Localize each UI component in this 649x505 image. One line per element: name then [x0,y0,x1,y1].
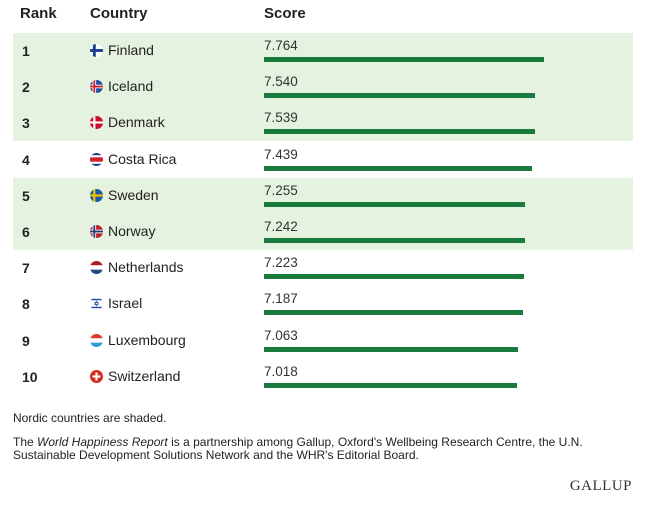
table-row: 7 Netherlands 7.223 [13,250,633,286]
score-label: 7.255 [264,182,298,198]
table-row: 5 Sweden 7.255 [13,177,633,214]
gallup-logo: GALLUP [569,478,632,494]
table-row: 4 Costa Rica 7.439 [13,142,633,178]
score-bar [264,129,536,135]
rank-label: 3 [22,115,30,132]
score-label: 7.540 [264,74,298,90]
table-row: 6 Norway 7.242 [13,213,633,250]
score-label: 7.242 [264,218,298,234]
score-bar [264,382,517,388]
table-row: 1 Finland 7.764 [13,33,633,69]
footnote: Nordic countries are shaded. [13,411,167,425]
rank-label: 5 [22,187,30,204]
luxembourg-flag-icon [90,333,103,347]
denmark-flag-icon [90,116,103,130]
report-title: World Happiness Report [37,435,168,449]
country-label: Norway [108,222,156,239]
rank-label: 9 [22,332,30,349]
switzerland-flag-icon [90,369,103,383]
iceland-flag-icon [90,80,103,94]
credit-note: The World Happiness Report is a partners… [13,436,613,462]
israel-flag-icon [90,297,103,311]
rank-label: 8 [22,296,30,313]
score-label: 7.439 [264,146,298,162]
table-row: 8 Israel 7.187 [13,286,633,322]
country-label: Netherlands [108,259,184,276]
table-row: 9 Luxembourg 7.063 [13,323,633,359]
score-bar [264,237,525,243]
finland-flag-icon [90,44,103,57]
country-header: Country [90,5,148,22]
country-label: Switzerland [108,367,181,384]
costa-rica-flag-icon [90,152,103,166]
score-label: 7.187 [264,291,298,307]
rank-label: 7 [22,260,30,277]
country-label: Sweden [108,186,159,203]
table-row: 10 Switzerland 7.018 [13,359,633,395]
score-bar [264,201,526,207]
rank-label: 4 [22,151,30,168]
score-bar [264,274,524,280]
score-label: 7.223 [264,255,298,271]
score-label: 7.063 [264,327,298,343]
score-label: 7.539 [264,110,298,126]
score-bar [264,57,544,62]
country-label: Finland [108,42,154,58]
country-label: Costa Rica [108,150,177,167]
country-label: Luxembourg [108,331,186,348]
score-label: 7.764 [264,38,298,53]
score-bar [264,93,536,99]
rank-label: 6 [22,223,30,240]
country-label: Iceland [108,78,154,95]
score-header: Score [264,5,306,22]
score-bar [264,165,532,171]
norway-flag-icon [90,224,103,238]
score-bar [264,310,523,316]
netherlands-flag-icon [90,261,103,275]
country-label: Denmark [108,114,165,131]
sweden-flag-icon [90,188,103,202]
rank-label: 2 [22,79,30,96]
rank-label: 1 [22,43,30,59]
rank-label: 10 [22,368,38,385]
table-row: 2 Iceland 7.540 [13,69,633,106]
credit-suffix: is a partnership among Gallup, Oxford's … [13,435,583,462]
rank-header: Rank [20,5,57,22]
country-label: Israel [108,295,143,312]
ranking-table: 1 Finland 7.764 2 Iceland 7.540 3 Denmark 7.539 4… [13,33,633,395]
table-row: 3 Denmark 7.539 [13,105,633,142]
credit-prefix: The [13,435,38,449]
score-label: 7.018 [264,363,298,379]
table-header: Rank Country Score [0,5,649,29]
score-bar [264,346,519,352]
